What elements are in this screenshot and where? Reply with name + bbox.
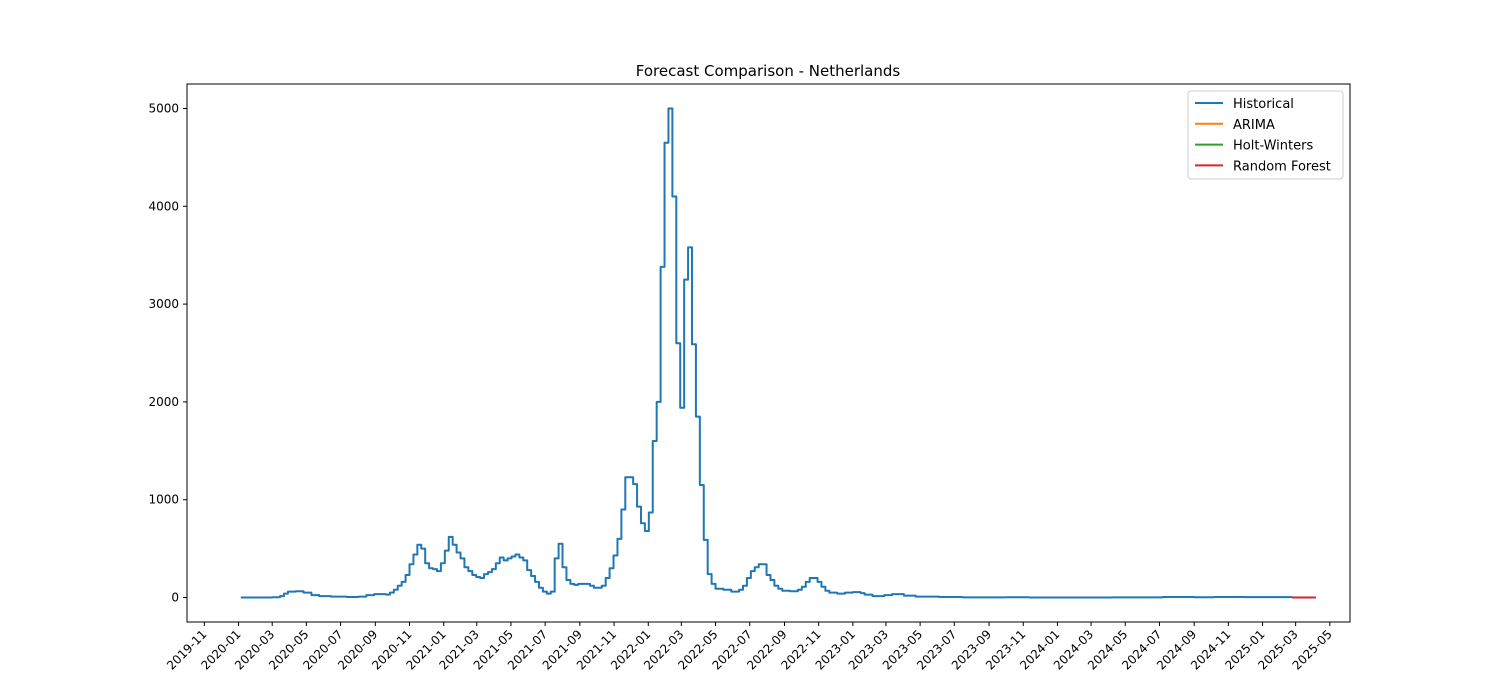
y-tick-label: 0 <box>171 591 179 605</box>
y-tick-label: 2000 <box>148 395 179 409</box>
y-tick-label: 1000 <box>148 493 179 507</box>
y-tick-label: 4000 <box>148 199 179 213</box>
y-tick-label: 5000 <box>148 101 179 115</box>
legend-label: Historical <box>1233 97 1294 112</box>
series-line-historical <box>240 107 1294 599</box>
legend-label: Holt-Winters <box>1233 139 1313 154</box>
legend-box <box>1187 90 1344 180</box>
plot-frame <box>186 83 1351 623</box>
plot-lines <box>240 107 1316 599</box>
x-axis: 2019-112020-012020-032020-052020-072020-… <box>164 622 1335 673</box>
legend-label: ARIMA <box>1233 118 1275 133</box>
legend-label: Random Forest <box>1233 159 1331 174</box>
y-tick-label: 3000 <box>148 297 179 311</box>
y-axis: 0 1000 2000 3000 4000 5000 <box>148 101 187 605</box>
legend: Historical ARIMA Holt-Winters Random Forest <box>1187 90 1344 180</box>
chart-title: Forecast Comparison - Netherlands <box>636 62 901 80</box>
